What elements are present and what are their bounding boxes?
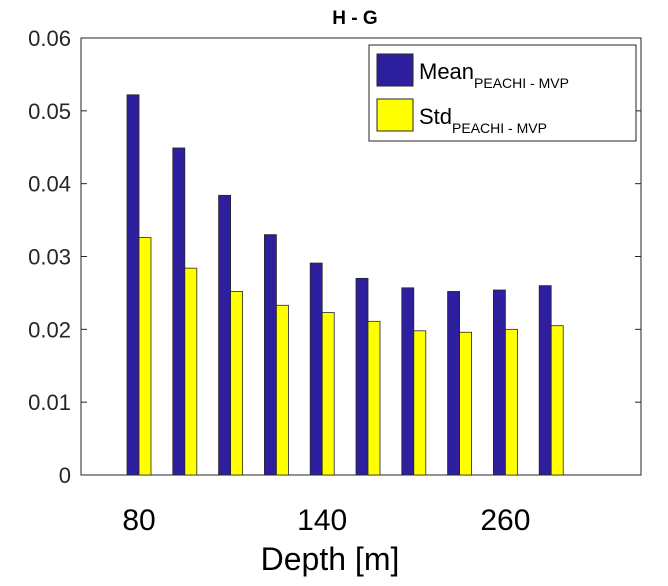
bar-std bbox=[184, 267, 198, 476]
x-axis: 80 140 260 bbox=[122, 504, 530, 537]
y-tick-label: 0.05 bbox=[28, 99, 71, 124]
legend-label-mean-text: Mean bbox=[419, 59, 474, 84]
bar-mean bbox=[492, 289, 506, 476]
bar-mean bbox=[218, 194, 232, 476]
x-tick-label: 80 bbox=[122, 504, 155, 537]
x-tick-label: 260 bbox=[480, 504, 530, 537]
y-tick-label: 0.01 bbox=[28, 390, 71, 415]
legend-swatch-std bbox=[376, 98, 414, 132]
chart-title: H - G bbox=[332, 8, 377, 29]
bar-std bbox=[321, 312, 335, 476]
y-tick-label: 0.06 bbox=[28, 26, 71, 51]
y-tick-label: 0 bbox=[59, 463, 71, 488]
y-axis: 0 0.01 0.02 0.03 0.04 0.05 0.06 bbox=[28, 26, 641, 488]
bar-mean bbox=[309, 262, 323, 476]
legend: MeanPEACHI - MVP StdPEACHI - MVP bbox=[368, 44, 637, 142]
x-tick-label: 140 bbox=[297, 504, 347, 537]
bar-mean bbox=[355, 277, 369, 476]
legend-swatch-mean bbox=[376, 53, 414, 87]
bar-std bbox=[230, 291, 244, 476]
legend-label-std: StdPEACHI - MVP bbox=[419, 104, 547, 136]
bar-std bbox=[459, 331, 473, 476]
bar-mean bbox=[401, 287, 415, 476]
bar-mean bbox=[263, 234, 277, 476]
bar-mean bbox=[538, 285, 552, 476]
y-tick-label: 0.04 bbox=[28, 172, 71, 197]
x-axis-label: Depth [m] bbox=[261, 541, 400, 577]
y-tick-label: 0.03 bbox=[28, 245, 71, 270]
legend-label-mean-subscript: PEACHI - MVP bbox=[474, 75, 569, 91]
legend-label-std-subscript: PEACHI - MVP bbox=[452, 120, 547, 136]
y-tick-label: 0.02 bbox=[28, 317, 71, 342]
bar-mean bbox=[172, 147, 186, 476]
bar-std bbox=[367, 320, 381, 476]
bar-std bbox=[504, 328, 518, 476]
bar-std bbox=[550, 325, 564, 476]
bar-std bbox=[138, 237, 152, 476]
legend-label-std-text: Std bbox=[419, 104, 452, 129]
bar-std bbox=[413, 330, 427, 476]
bar-std bbox=[275, 304, 289, 476]
legend-label-mean: MeanPEACHI - MVP bbox=[419, 59, 569, 91]
bars-group bbox=[126, 94, 564, 476]
bar-mean bbox=[447, 291, 461, 476]
bar-mean bbox=[126, 94, 140, 476]
